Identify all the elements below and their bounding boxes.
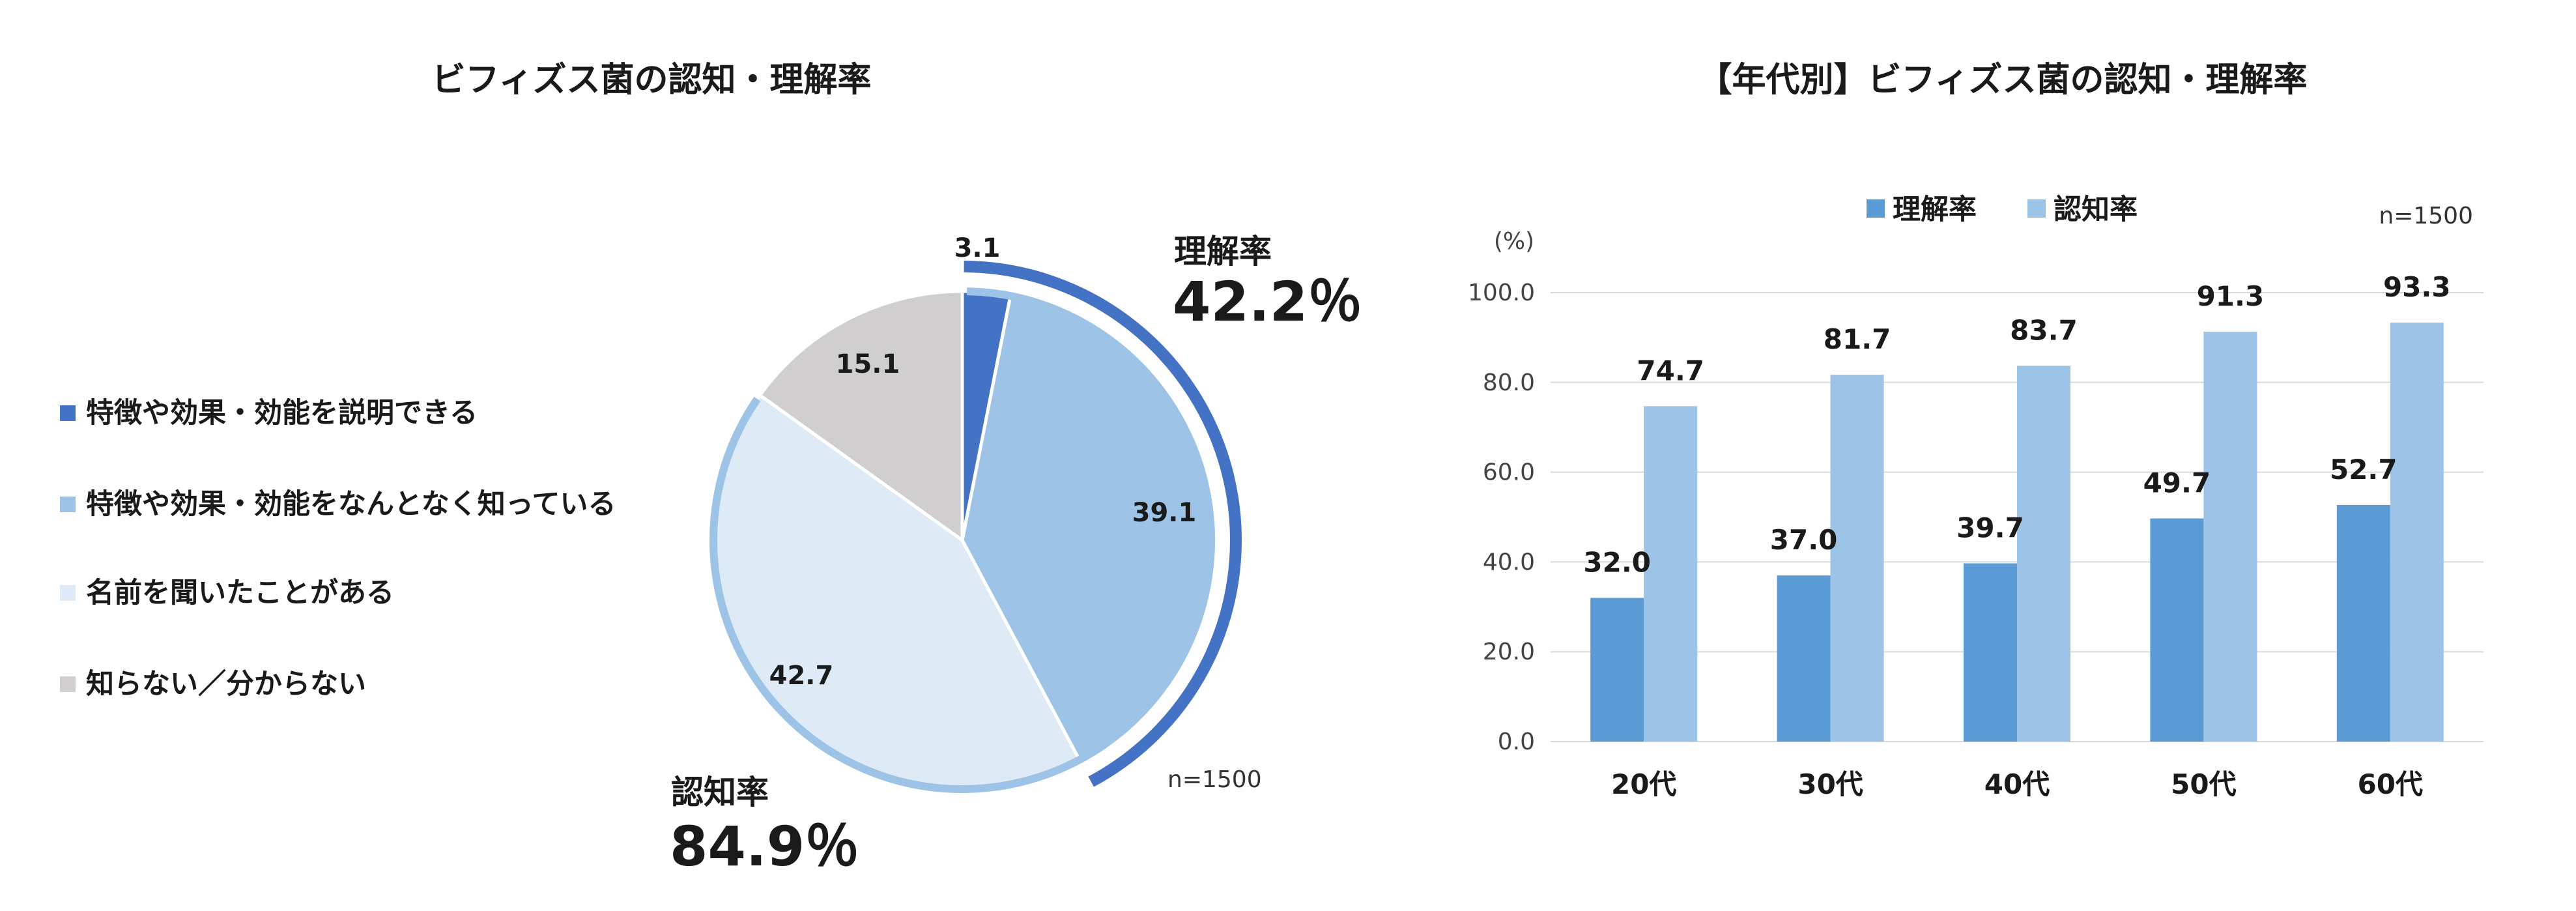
bar-value-label: 37.0 [1770, 524, 1838, 556]
bar-legend: 理解率 認知率 [1867, 194, 2138, 226]
bar-understanding [1777, 575, 1831, 742]
understanding-rate-name: 理解率 [1174, 233, 1272, 270]
bar-chart-title: 【年代別】ビフィズス菌の認知・理解率 [1698, 61, 2308, 100]
understanding-rate-arc [964, 261, 1242, 787]
bar-value-label: 52.7 [2330, 454, 2397, 485]
legend-item: 名前を聞いたことがある [60, 577, 394, 609]
pie-slices [711, 289, 1213, 791]
bar-understanding [2336, 504, 2390, 742]
bar-value-label: 83.7 [2010, 314, 2078, 346]
awareness-rate-arc [709, 287, 1215, 793]
x-category-label: 20代 [1611, 768, 1676, 800]
y-tick-label: 0.0 [1498, 729, 1535, 755]
x-category-label: 40代 [1984, 768, 2050, 800]
y-tick-label: 80.0 [1483, 369, 1535, 396]
legend-swatch [2027, 199, 2046, 218]
legend-label: 知らない／分からない [86, 668, 366, 701]
legend-item: 特徴や効果・効能を説明できる [60, 397, 478, 429]
legend-item: 特徴や効果・効能をなんとなく知っている [60, 488, 616, 521]
y-tick-label: 20.0 [1483, 639, 1535, 665]
bar-awareness [1830, 375, 1884, 742]
understanding-rate-value: 42.2％ [1173, 270, 1362, 334]
y-axis-ticks: 0.0 20.0 40.0 60.0 80.0 100.0 [1468, 280, 1535, 755]
pie-chart-title: ビフィズス菌の認知・理解率 [432, 61, 872, 100]
bar-sample-size: n=1500 [2379, 203, 2473, 229]
legend-label: 認知率 [2054, 194, 2138, 226]
y-axis-unit: (%) [1494, 228, 1534, 255]
legend-swatch [60, 585, 76, 601]
awareness-rate-name: 認知率 [671, 774, 769, 811]
y-tick-label: 60.0 [1483, 459, 1535, 486]
pie-slice-dont-know [758, 289, 964, 543]
bars [1590, 323, 2444, 742]
bar-value-label: 81.7 [1824, 323, 1891, 355]
slice-value-label: 15.1 [836, 349, 900, 379]
bar-understanding [2150, 518, 2204, 742]
bar-value-label: 32.0 [1583, 547, 1651, 579]
bar-awareness [2390, 323, 2444, 742]
bar-awareness [1644, 406, 1698, 742]
bar-value-label: 39.7 [1956, 512, 2024, 543]
bar-understanding [1590, 598, 1644, 742]
bar-value-label: 93.3 [2383, 271, 2451, 303]
y-tick-label: 100.0 [1468, 280, 1535, 306]
x-category-label: 30代 [1797, 768, 1863, 800]
legend-label: 特徴や効果・効能を説明できる [86, 397, 478, 429]
bar-awareness [2017, 366, 2070, 742]
legend-label: 理解率 [1893, 194, 1977, 226]
legend-label: 特徴や効果・効能をなんとなく知っている [86, 488, 616, 521]
bar-value-label: 91.3 [2197, 280, 2265, 312]
slice-value-label: 39.1 [1132, 498, 1197, 528]
legend-swatch [60, 497, 76, 512]
legend-swatch [1867, 199, 1885, 218]
bar-value-label: 74.7 [1637, 354, 1704, 386]
bar-value-labels: 32.0 74.7 37.0 81.7 39.7 83.7 49.7 91.3 52.7 93.3 [1583, 271, 2450, 578]
x-category-label: 50代 [2171, 768, 2236, 800]
slice-value-label: 3.1 [954, 233, 1001, 263]
awareness-rate-value: 84.9％ [670, 815, 859, 878]
bar-awareness [2203, 331, 2257, 742]
legend-swatch [60, 405, 76, 421]
x-axis-categories: 20代 30代 40代 50代 60代 [1611, 768, 2423, 800]
pie-legend: 特徴や効果・効能を説明できる 特徴や効果・効能をなんとなく知っている 名前を聞い… [60, 397, 616, 701]
slice-value-label: 42.7 [769, 661, 834, 691]
x-category-label: 60代 [2358, 768, 2423, 800]
bar-value-label: 49.7 [2143, 467, 2211, 499]
y-tick-label: 40.0 [1483, 549, 1535, 575]
bar-understanding [1964, 563, 2017, 742]
legend-item: 知らない／分からない [60, 668, 366, 701]
pie-sample-size: n=1500 [1167, 766, 1262, 793]
legend-label: 名前を聞いたことがある [86, 577, 394, 609]
legend-swatch [60, 676, 76, 692]
